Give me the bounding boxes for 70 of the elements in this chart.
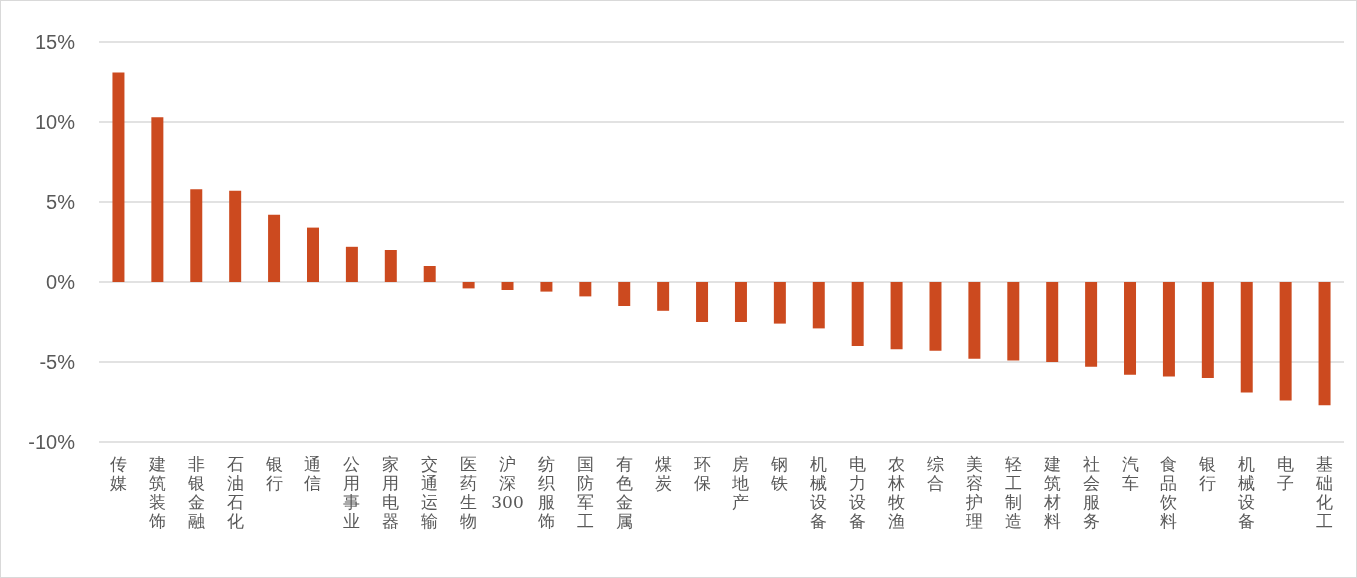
bar [1124, 282, 1137, 375]
bar [812, 282, 825, 329]
bar [1318, 282, 1331, 406]
bar [1046, 282, 1059, 362]
x-tick-label: 机械设备 [1238, 453, 1256, 531]
bar [734, 282, 747, 322]
x-tick-label: 沪深300 [491, 453, 524, 512]
x-tick-label: 房地产 [731, 453, 750, 512]
x-tick-label: 石油石化 [226, 453, 244, 531]
y-tick-label: -5% [39, 351, 76, 373]
bar [229, 190, 242, 282]
bar [540, 282, 553, 292]
bar [579, 282, 592, 297]
y-tick-label: 0% [46, 271, 76, 293]
x-tick-label: 交通运输 [421, 453, 439, 531]
x-tick-label: 建筑材料 [1042, 453, 1061, 531]
x-tick-label: 国防军工 [576, 453, 594, 531]
bar [618, 282, 631, 306]
x-tick-label: 传媒 [109, 453, 127, 493]
x-tick-label: 社会服务 [1082, 453, 1100, 531]
x-tick-label: 公用事业 [343, 453, 361, 531]
x-tick-label: 汽车 [1121, 453, 1139, 493]
bar [890, 282, 903, 350]
bar [190, 189, 203, 282]
x-tick-label: 非银金融 [186, 453, 205, 531]
bar [345, 246, 358, 282]
x-tick-label: 综合 [926, 453, 944, 493]
x-tick-label: 银行 [1198, 453, 1217, 493]
bar [968, 282, 981, 359]
bar [1240, 282, 1253, 393]
x-tick-label: 家用电器 [382, 453, 400, 531]
x-tick-label: 农林牧渔 [887, 453, 906, 531]
bar [151, 117, 164, 282]
bar [423, 266, 436, 282]
bar [462, 282, 475, 289]
x-tick-label: 煤炭 [654, 453, 672, 493]
x-tick-label: 美容护理 [964, 453, 983, 531]
x-tick-label: 医药生物 [460, 453, 478, 531]
x-tick-label: 基础化工 [1315, 453, 1334, 531]
bar [384, 250, 397, 282]
x-tick-label: 纺织服饰 [536, 453, 555, 531]
x-tick-label: 环保 [693, 453, 711, 493]
bar [501, 282, 514, 290]
bar [696, 282, 709, 322]
x-tick-label: 电力设备 [849, 453, 867, 531]
x-tick-label: 通信 [304, 453, 322, 493]
y-tick-label: 10% [34, 111, 76, 133]
x-tick-label: 轻工制造 [1004, 453, 1022, 531]
bar [1279, 282, 1292, 401]
y-tick-label: 15% [34, 31, 76, 53]
x-tick-label: 钢铁 [770, 453, 789, 493]
bar [657, 282, 670, 311]
x-tick-label: 建筑装饰 [147, 453, 166, 531]
bar [1007, 282, 1020, 361]
x-tick-label: 银行 [264, 453, 283, 493]
x-tick-label: 有色金属 [615, 453, 633, 531]
bar [929, 282, 942, 351]
bar [851, 282, 864, 346]
bar [1162, 282, 1175, 377]
y-tick-label: 5% [46, 191, 76, 213]
bar [306, 227, 319, 282]
x-tick-label: 食品饮料 [1159, 453, 1178, 531]
bar [773, 282, 786, 324]
bar [1085, 282, 1098, 367]
x-tick-label: 机械设备 [810, 453, 828, 531]
bar [1201, 282, 1214, 378]
bar [268, 214, 281, 282]
bar [112, 72, 125, 282]
x-tick-label: 电子 [1277, 453, 1295, 493]
y-tick-label: -10% [28, 431, 76, 453]
